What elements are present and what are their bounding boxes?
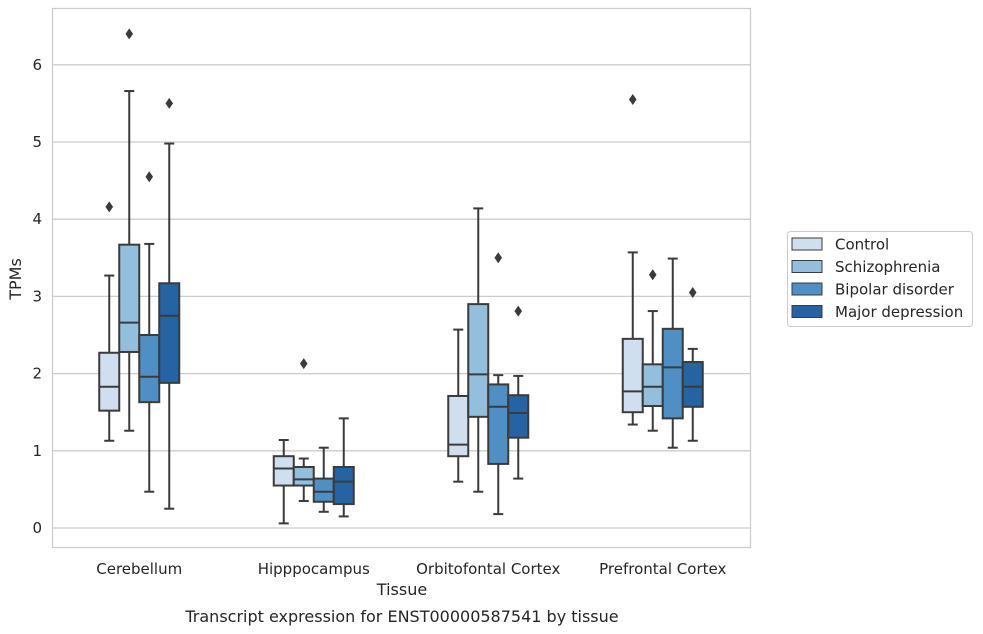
outlier-point — [165, 97, 174, 109]
box — [332, 466, 355, 506]
outlier-point — [105, 201, 114, 213]
y-tick-label: 4 — [32, 210, 42, 228]
outlier-point — [514, 305, 523, 317]
legend-swatch — [791, 237, 823, 251]
box — [681, 361, 704, 408]
x-tick-labels: Cerebellum Hipppocampus Orbitofontal Corte… — [96, 560, 726, 578]
box — [98, 351, 121, 412]
box — [447, 394, 470, 458]
outlier-point — [628, 94, 637, 106]
box — [621, 337, 644, 414]
y-tick-labels: 0 1 2 3 4 5 6 — [32, 56, 42, 537]
y-tick-label: 2 — [32, 365, 42, 383]
box — [507, 394, 530, 439]
y-axis-label: TPMs — [6, 258, 25, 301]
box — [118, 243, 141, 353]
outlier-point — [688, 287, 697, 299]
legend-frame — [787, 231, 973, 327]
outlier-point — [125, 28, 134, 40]
chart-title: Transcript expression for ENST0000058754… — [184, 607, 618, 626]
outlier-point — [494, 252, 503, 264]
box — [641, 363, 664, 408]
legend-swatch — [791, 260, 823, 273]
box-series — [98, 28, 704, 525]
legend-label: Bipolar disorder — [835, 281, 955, 299]
y-tick-label: 5 — [32, 133, 42, 151]
box — [467, 303, 490, 418]
outlier-point — [299, 358, 308, 370]
gridlines — [53, 64, 751, 529]
x-tick-label: Cerebellum — [96, 560, 182, 578]
box — [312, 477, 335, 503]
series-bipolar-disorder — [138, 171, 684, 516]
legend: Control Schizophrenia Bipolar disorder Majo… — [787, 231, 973, 327]
series-control — [98, 94, 644, 525]
box — [661, 327, 684, 420]
outlier-point — [648, 269, 657, 281]
y-tick-label: 1 — [32, 442, 42, 460]
series-major-depression — [158, 97, 704, 518]
legend-label: Major depression — [835, 303, 963, 321]
box — [272, 455, 295, 487]
x-tick-label: Hipppocampus — [258, 560, 370, 578]
series-schizophrenia — [118, 28, 664, 502]
box — [138, 334, 161, 404]
box — [292, 466, 315, 487]
box — [487, 383, 510, 465]
y-tick-label: 3 — [32, 287, 42, 305]
legend-label: Schizophrenia — [835, 258, 940, 276]
plot-frame — [51, 7, 752, 549]
y-tick-label: 0 — [32, 519, 42, 537]
x-tick-label: Orbitofontal Cortex — [416, 560, 560, 578]
legend-swatch — [791, 305, 823, 318]
x-tick-label: Prefrontal Cortex — [599, 560, 726, 578]
legend-swatch — [791, 282, 823, 296]
box — [158, 282, 181, 384]
outlier-point — [145, 171, 154, 183]
y-tick-label: 6 — [32, 56, 42, 74]
legend-label: Control — [835, 236, 889, 254]
x-axis-label: Tissue — [376, 580, 427, 599]
